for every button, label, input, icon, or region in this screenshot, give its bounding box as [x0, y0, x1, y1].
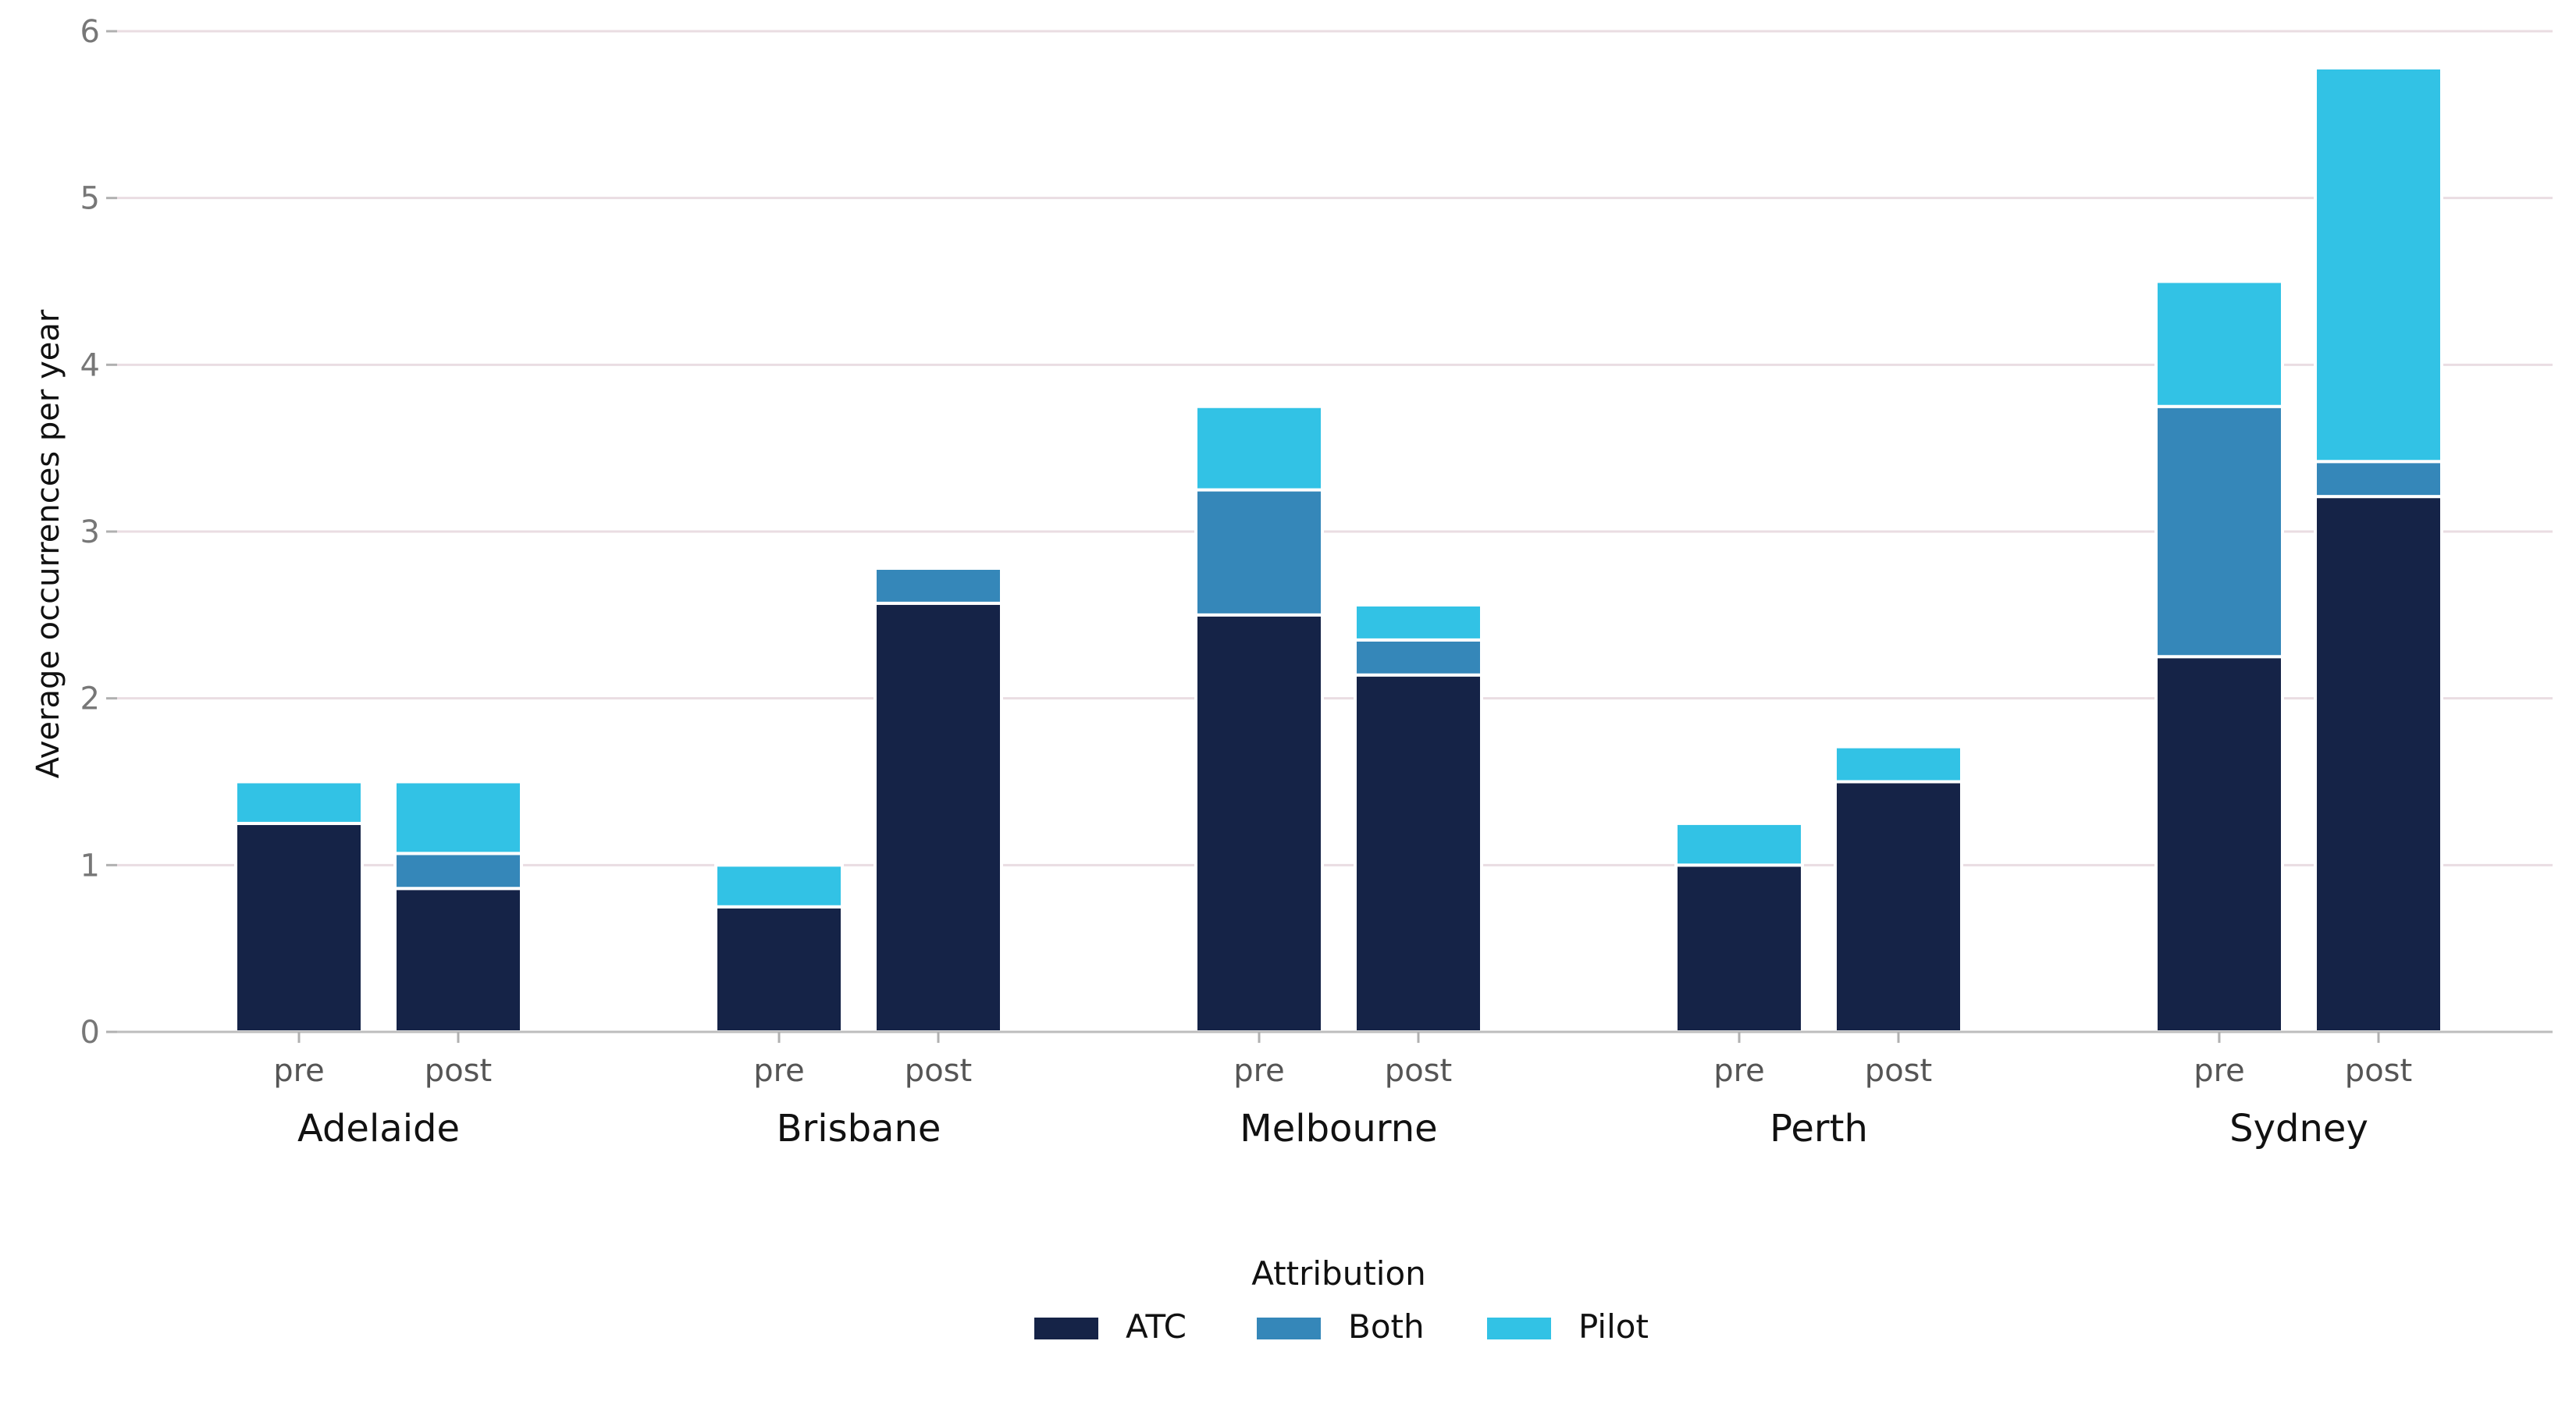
- bar-melbourne-pre-atc: [1194, 613, 1324, 1033]
- bar-sydney-pre-both: [2154, 404, 2284, 659]
- bar-brisbane-pre-pilot: [714, 863, 844, 909]
- bar-brisbane-pre-atc: [714, 905, 844, 1033]
- bar-perth-pre-pilot: [1674, 821, 1804, 867]
- bar-melbourne-post-both: [1354, 638, 1483, 677]
- bar-sydney-post-atc: [2314, 495, 2443, 1033]
- x-subcategory-label: pre: [753, 1053, 805, 1089]
- bar-adelaide-post-atc: [393, 887, 523, 1034]
- y-tick-label: 5: [80, 181, 100, 217]
- gridlines: [117, 30, 2553, 866]
- x-subcategory-label: post: [1385, 1053, 1452, 1089]
- bar-melbourne-post-pilot: [1354, 603, 1483, 642]
- x-subcategory-label: pre: [1233, 1053, 1285, 1089]
- legend-label-both: Both: [1348, 1307, 1425, 1346]
- bar-sydney-post-pilot: [2314, 66, 2443, 464]
- bar-sydney-pre-pilot: [2154, 279, 2284, 408]
- x-group-label: Adelaide: [297, 1107, 460, 1151]
- x-subcategory-label: post: [2345, 1053, 2412, 1089]
- x-tick-labels: pre post Adelaide pre post Brisbane pre post Mel…: [273, 1032, 2412, 1151]
- x-subcategory-label: post: [425, 1053, 492, 1089]
- bar-brisbane-post-both: [873, 567, 1003, 605]
- legend-swatch-atc: [1034, 1318, 1098, 1339]
- legend-swatch-pilot: [1487, 1318, 1551, 1339]
- x-group-label: Perth: [1770, 1107, 1868, 1151]
- bar-adelaide-pre-atc: [234, 821, 364, 1033]
- legend: Attribution ATC Both Pilot: [1034, 1254, 1649, 1346]
- x-subcategory-label: pre: [273, 1053, 325, 1089]
- x-group-label: Sydney: [2229, 1107, 2368, 1151]
- x-subcategory-label: pre: [2194, 1053, 2245, 1089]
- bar-perth-post-pilot: [1834, 745, 1963, 784]
- bar-perth-pre-atc: [1674, 863, 1804, 1034]
- x-group-label: Brisbane: [777, 1107, 941, 1151]
- y-tick-label: 0: [80, 1015, 100, 1051]
- y-tick-label: 2: [80, 681, 100, 717]
- legend-label-atc: ATC: [1126, 1307, 1187, 1346]
- y-tick-label: 6: [80, 14, 100, 50]
- bar-perth-post-atc: [1834, 780, 1963, 1033]
- y-tick-labels: 0 1 2 3 4 5 6: [80, 14, 117, 1051]
- y-tick-label: 4: [80, 347, 100, 383]
- y-tick-label: 3: [80, 514, 100, 550]
- bar-melbourne-pre-pilot: [1194, 404, 1324, 492]
- bar-adelaide-pre-pilot: [234, 780, 364, 825]
- x-subcategory-label: pre: [1713, 1053, 1765, 1089]
- bar-adelaide-post-both: [393, 852, 523, 891]
- x-group-label: Melbourne: [1240, 1107, 1437, 1151]
- legend-title: Attribution: [1251, 1254, 1426, 1293]
- bar-brisbane-post-atc: [873, 601, 1003, 1033]
- bar-melbourne-post-atc: [1354, 673, 1483, 1034]
- y-axis-label: Average occurrences per year: [30, 309, 66, 778]
- legend-label-pilot: Pilot: [1578, 1307, 1649, 1346]
- x-subcategory-label: post: [1865, 1053, 1932, 1089]
- legend-swatch-both: [1257, 1318, 1321, 1339]
- bar-sydney-pre-atc: [2154, 655, 2284, 1033]
- x-subcategory-label: post: [905, 1053, 972, 1089]
- y-tick-label: 1: [80, 848, 100, 884]
- bar-sydney-post-both: [2314, 460, 2443, 499]
- bar-melbourne-pre-both: [1194, 488, 1324, 617]
- bars: [234, 66, 2443, 1034]
- bar-adelaide-post-pilot: [393, 780, 523, 855]
